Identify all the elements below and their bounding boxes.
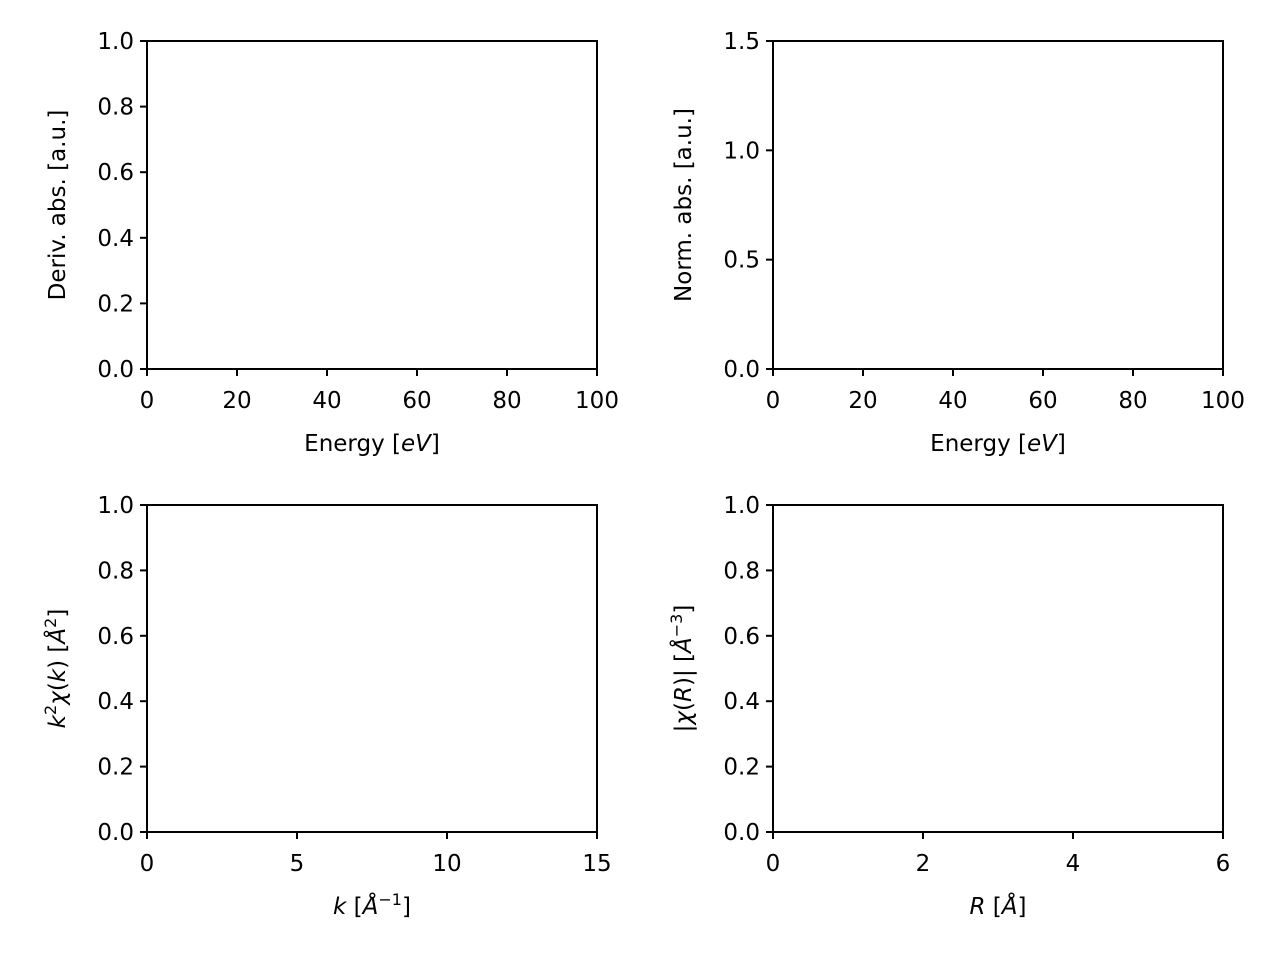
x-axis-label: R [Å]: [970, 892, 1027, 920]
x-tick-label: 100: [1201, 388, 1245, 414]
label-part: k: [45, 667, 71, 682]
label-part: Å: [1000, 892, 1018, 920]
y-tick-label: 0.6: [723, 624, 760, 650]
y-tick-label: 0.6: [97, 624, 134, 650]
x-tick-label: 0: [140, 851, 155, 877]
x-tick-label: 100: [575, 388, 619, 414]
label-part: Norm. abs. [a.u.]: [671, 108, 697, 302]
x-tick-label: 80: [492, 388, 521, 414]
label-part: [: [346, 894, 362, 920]
x-tick-label: 80: [1118, 388, 1147, 414]
label-part: R: [671, 686, 697, 702]
x-axis-label: Energy [eV]: [930, 431, 1066, 457]
label-part: −3: [667, 614, 686, 638]
x-tick-label: 40: [312, 388, 341, 414]
y-axis-label: |χ(R)| [Å−3]: [667, 605, 698, 733]
y-tick-label: 1.0: [97, 493, 134, 519]
y-tick-label: 0.0: [97, 357, 134, 383]
y-tick-label: 0.6: [97, 160, 134, 186]
x-tick-label: 0: [766, 851, 781, 877]
y-tick-label: 1.0: [723, 138, 760, 164]
axes-frame: [772, 504, 1224, 833]
x-tick-label: 60: [1028, 388, 1057, 414]
y-tick-label: 0.2: [97, 291, 134, 317]
subplot-derivative: 0 20 40 60 80 100 0.0 0.2 0.4 0.6 0.8 1.0 Energy [eV…: [45, 29, 619, 457]
x-tick-label: 4: [1066, 851, 1081, 877]
label-part: −1: [378, 890, 402, 909]
label-part: χ: [671, 710, 697, 727]
label-part: |: [671, 725, 697, 733]
x-tick-label: 0: [766, 388, 781, 414]
label-part: Å: [43, 628, 71, 646]
label-part: k: [333, 894, 348, 920]
x-tick-label: 0: [140, 388, 155, 414]
x-axis-label: k [Å−1]: [333, 890, 411, 921]
y-tick-label: 1.0: [723, 493, 760, 519]
label-part: )| [: [671, 653, 697, 686]
x-tick-label: 20: [848, 388, 877, 414]
label-part: k: [45, 713, 71, 728]
label-part: (: [45, 682, 71, 691]
x-tick-label: 5: [290, 851, 305, 877]
label-part: ]: [1018, 894, 1027, 920]
x-tick-label: 20: [222, 388, 251, 414]
axes-frame: [146, 504, 598, 833]
subplot-k-space: 0 5 10 150.00.20.40.60.81.0k [Å−1]k2χ(k) [Å…: [41, 493, 612, 920]
label-part: ]: [1057, 431, 1066, 457]
x-tick-label: 6: [1216, 851, 1231, 877]
y-tick-label: 0.0: [723, 357, 760, 383]
subplot-r-space: 0 2 4 60.00.20.40.60.81.0R [Å]|χ(R)| [Å−3]: [667, 493, 1231, 920]
x-tick-label: 15: [582, 851, 611, 877]
label-part: Energy [: [930, 431, 1027, 457]
label-part: χ: [45, 690, 71, 707]
label-part: Deriv. abs. [a.u.]: [45, 110, 71, 301]
axes-frame: [772, 40, 1224, 370]
y-tick-label: 0.0: [97, 820, 134, 846]
label-part: Å: [361, 892, 379, 920]
y-tick-label: 0.8: [97, 558, 134, 584]
y-tick-label: 0.4: [97, 689, 134, 715]
y-tick-label: 0.2: [723, 755, 760, 781]
label-part: (: [671, 702, 697, 711]
y-tick-label: 0.8: [723, 558, 760, 584]
label-part: ) [: [45, 644, 71, 669]
y-axis-label: Norm. abs. [a.u.]: [671, 108, 697, 302]
y-axis-label: Deriv. abs. [a.u.]: [45, 110, 71, 301]
label-part: 2: [41, 705, 60, 715]
label-part: R: [970, 894, 986, 920]
y-tick-label: 0.5: [723, 248, 760, 274]
y-axis-label: k2χ(k) [Å2]: [41, 609, 72, 729]
y-tick-label: 1.0: [97, 29, 134, 55]
label-part: 2: [41, 618, 60, 628]
x-tick-label: 10: [432, 851, 461, 877]
x-tick-label: 60: [402, 388, 431, 414]
x-tick-label: 2: [916, 851, 931, 877]
label-part: eV: [1027, 431, 1059, 457]
y-tick-label: 0.8: [97, 95, 134, 121]
label-part: ]: [402, 894, 411, 920]
x-axis-label: Energy [eV]: [304, 431, 440, 457]
label-part: ]: [671, 605, 697, 614]
label-part: Energy [: [304, 431, 401, 457]
y-tick-label: 0.4: [97, 226, 134, 252]
y-tick-label: 0.0: [723, 820, 760, 846]
label-part: eV: [401, 431, 433, 457]
axes-frame: [146, 40, 598, 370]
y-tick-label: 1.5: [723, 29, 760, 55]
x-tick-label: 40: [938, 388, 967, 414]
subplot-normalized: 0 20 40 60 80 100 0.0 0.5 1.0 1.5 Energy [eV] Norm.…: [671, 29, 1245, 457]
y-tick-label: 0.4: [723, 689, 760, 715]
label-part: Å: [669, 637, 697, 655]
label-part: [: [985, 894, 1001, 920]
label-part: ]: [431, 431, 440, 457]
y-tick-label: 0.2: [97, 755, 134, 781]
label-part: ]: [45, 609, 71, 618]
